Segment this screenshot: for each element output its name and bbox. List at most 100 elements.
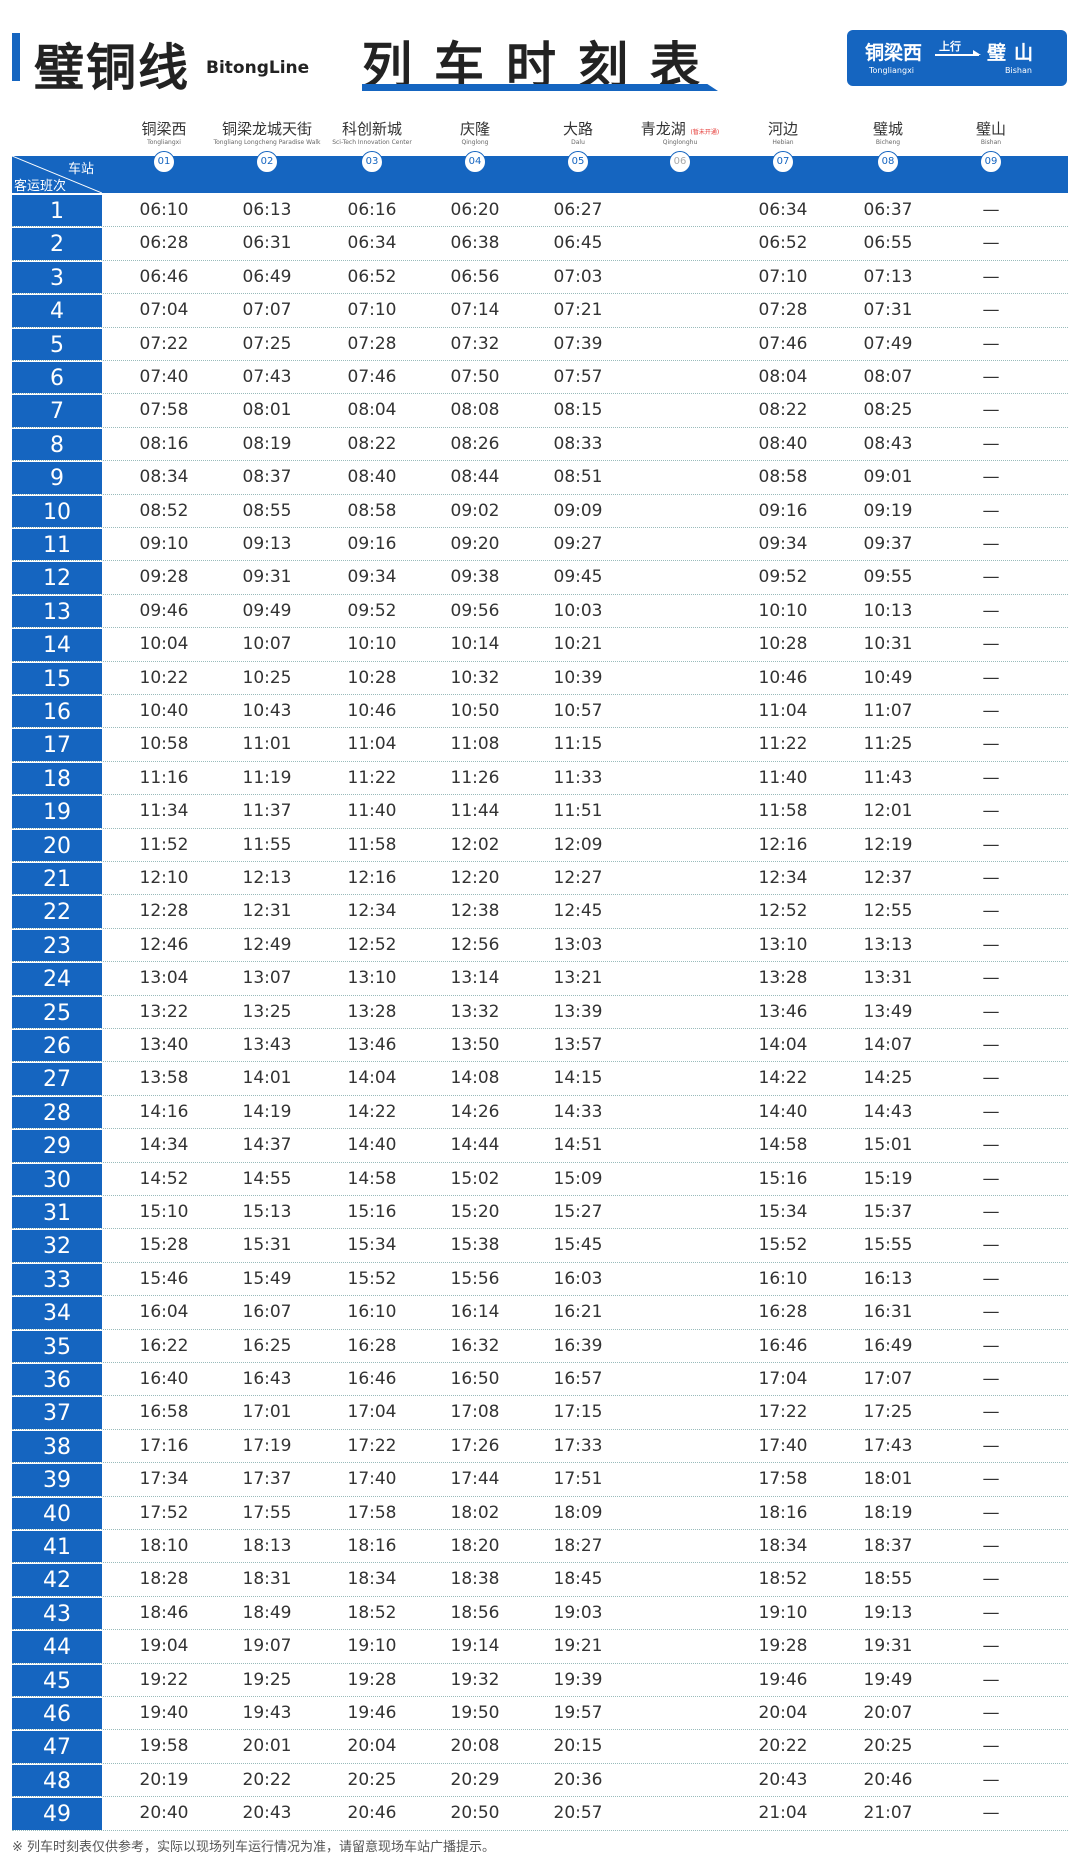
departure-time: 16:28 <box>347 1335 397 1356</box>
station-number-badge: 02 <box>256 151 278 173</box>
departure-time: 08:04 <box>758 367 808 387</box>
departure-time: — <box>982 934 1000 955</box>
departure-time: 19:04 <box>139 1636 189 1657</box>
departure-time: — <box>982 734 1000 755</box>
departure-time: 06:56 <box>450 266 500 287</box>
trip-number: 10 <box>12 494 102 527</box>
table-row: 33 15:46 15:49 15:52 15:56 16:03 16:10 16:13 — <box>12 1262 1068 1297</box>
departure-time: 17:58 <box>758 1469 808 1490</box>
departure-time: 06:52 <box>758 233 808 254</box>
departure-time: 16:21 <box>553 1302 603 1323</box>
departure-time: 17:58 <box>347 1502 397 1523</box>
departure-time: — <box>982 300 1000 321</box>
direction-label: 上行 <box>939 40 961 53</box>
station-number-badge: 01 <box>153 151 175 173</box>
departure-time: 15:56 <box>450 1268 500 1289</box>
departure-time: 17:44 <box>450 1469 500 1490</box>
departure-time: 18:45 <box>553 1569 603 1590</box>
departure-time: 09:56 <box>450 600 500 621</box>
departure-time: 12:19 <box>863 834 913 855</box>
departure-time: 11:04 <box>758 701 808 721</box>
trip-number: 16 <box>12 695 102 728</box>
line-name: 璧铜线 <box>34 39 190 97</box>
departure-time: 13:22 <box>139 1001 189 1022</box>
table-row: 38 17:16 17:19 17:22 17:26 17:33 17:40 17:43 — <box>12 1429 1068 1464</box>
departure-time: 16:25 <box>242 1335 292 1356</box>
departure-time: 14:22 <box>347 1101 397 1122</box>
station-03: 科创新城 Sci-Tech Innovation Center <box>307 118 437 146</box>
departure-time: 15:16 <box>758 1168 808 1189</box>
departure-time: 11:26 <box>450 767 500 788</box>
departure-time: 06:10 <box>139 200 189 220</box>
table-row: 9 08:34 08:37 08:40 08:44 08:51 08:58 09:01 — <box>12 461 1068 495</box>
departure-time: 17:52 <box>139 1502 189 1523</box>
departure-time: 07:10 <box>758 266 808 287</box>
departure-time: 08:37 <box>242 467 292 488</box>
departure-time: 08:16 <box>139 433 189 454</box>
departure-time: 07:04 <box>139 300 189 321</box>
departure-time: 10:10 <box>758 600 808 621</box>
trip-number: 34 <box>12 1296 102 1329</box>
departure-time: 12:16 <box>758 834 808 855</box>
departure-time: 14:34 <box>139 1135 189 1156</box>
departure-time: 14:37 <box>242 1135 292 1156</box>
departure-time: 13:49 <box>863 1001 913 1022</box>
station-name: 河边 <box>767 120 798 138</box>
departure-time: 07:28 <box>347 333 397 354</box>
departure-time: 09:20 <box>450 534 500 554</box>
departure-time: 17:16 <box>139 1435 189 1456</box>
departure-time: 12:10 <box>139 868 189 888</box>
departure-time: 16:49 <box>863 1335 913 1356</box>
station-name-en: Sci-Tech Innovation Center <box>332 139 412 146</box>
departure-time: 08:07 <box>863 367 913 387</box>
departure-time: 19:57 <box>553 1703 603 1723</box>
trip-number: 13 <box>12 594 102 628</box>
departure-time: 06:34 <box>347 233 397 254</box>
departure-time: 18:13 <box>242 1536 292 1556</box>
departure-time: 10:43 <box>242 701 292 721</box>
departure-time: — <box>982 1335 1000 1356</box>
departure-time: 16:10 <box>347 1302 397 1323</box>
departure-time: 19:13 <box>863 1602 913 1623</box>
trip-number: 29 <box>12 1129 102 1162</box>
departure-time: — <box>982 667 1000 688</box>
trip-number: 35 <box>12 1329 102 1362</box>
departure-time: 15:02 <box>450 1168 500 1189</box>
departure-time: 17:34 <box>139 1469 189 1490</box>
departure-time: — <box>982 834 1000 855</box>
departure-time: 19:21 <box>553 1636 603 1657</box>
trip-number: 21 <box>12 862 102 895</box>
departure-time: 06:52 <box>347 266 397 287</box>
station-05: 大路 Dalu <box>513 118 643 146</box>
departure-time: — <box>982 1402 1000 1423</box>
departure-time: 15:10 <box>139 1202 189 1222</box>
departure-time: 18:46 <box>139 1602 189 1623</box>
trip-number: 19 <box>12 795 102 828</box>
trip-number: 15 <box>12 661 102 694</box>
departure-time: 14:40 <box>758 1101 808 1122</box>
departure-time: 16:03 <box>553 1268 603 1289</box>
trip-number: 42 <box>12 1563 102 1596</box>
departure-time: 08:52 <box>139 500 189 521</box>
table-row: 40 17:52 17:55 17:58 18:02 18:09 18:16 18:19 — <box>12 1496 1068 1530</box>
departure-time: 07:22 <box>139 333 189 354</box>
trip-number: 18 <box>12 761 102 795</box>
departure-time: 11:58 <box>347 834 397 855</box>
departure-time: 14:40 <box>347 1135 397 1156</box>
table-row: 42 18:28 18:31 18:34 18:38 18:45 18:52 18:55 — <box>12 1563 1068 1597</box>
departure-time: 17:51 <box>553 1469 603 1490</box>
departure-time: 12:13 <box>242 868 292 888</box>
departure-time: 12:16 <box>347 868 397 888</box>
departure-time: 18:27 <box>553 1536 603 1556</box>
departure-time: 09:27 <box>553 534 603 554</box>
departure-time: 20:07 <box>863 1703 913 1723</box>
station-name-en: Dalu <box>571 139 585 146</box>
departure-time: 19:40 <box>139 1703 189 1723</box>
departure-time: 16:50 <box>450 1369 500 1389</box>
departure-time: 14:51 <box>553 1135 603 1156</box>
departure-time: 13:04 <box>139 968 189 989</box>
departure-time: 14:44 <box>450 1135 500 1156</box>
departure-time: 06:38 <box>450 233 500 254</box>
departure-time: 17:43 <box>863 1435 913 1456</box>
direction-to: 璧山 <box>987 42 1042 64</box>
